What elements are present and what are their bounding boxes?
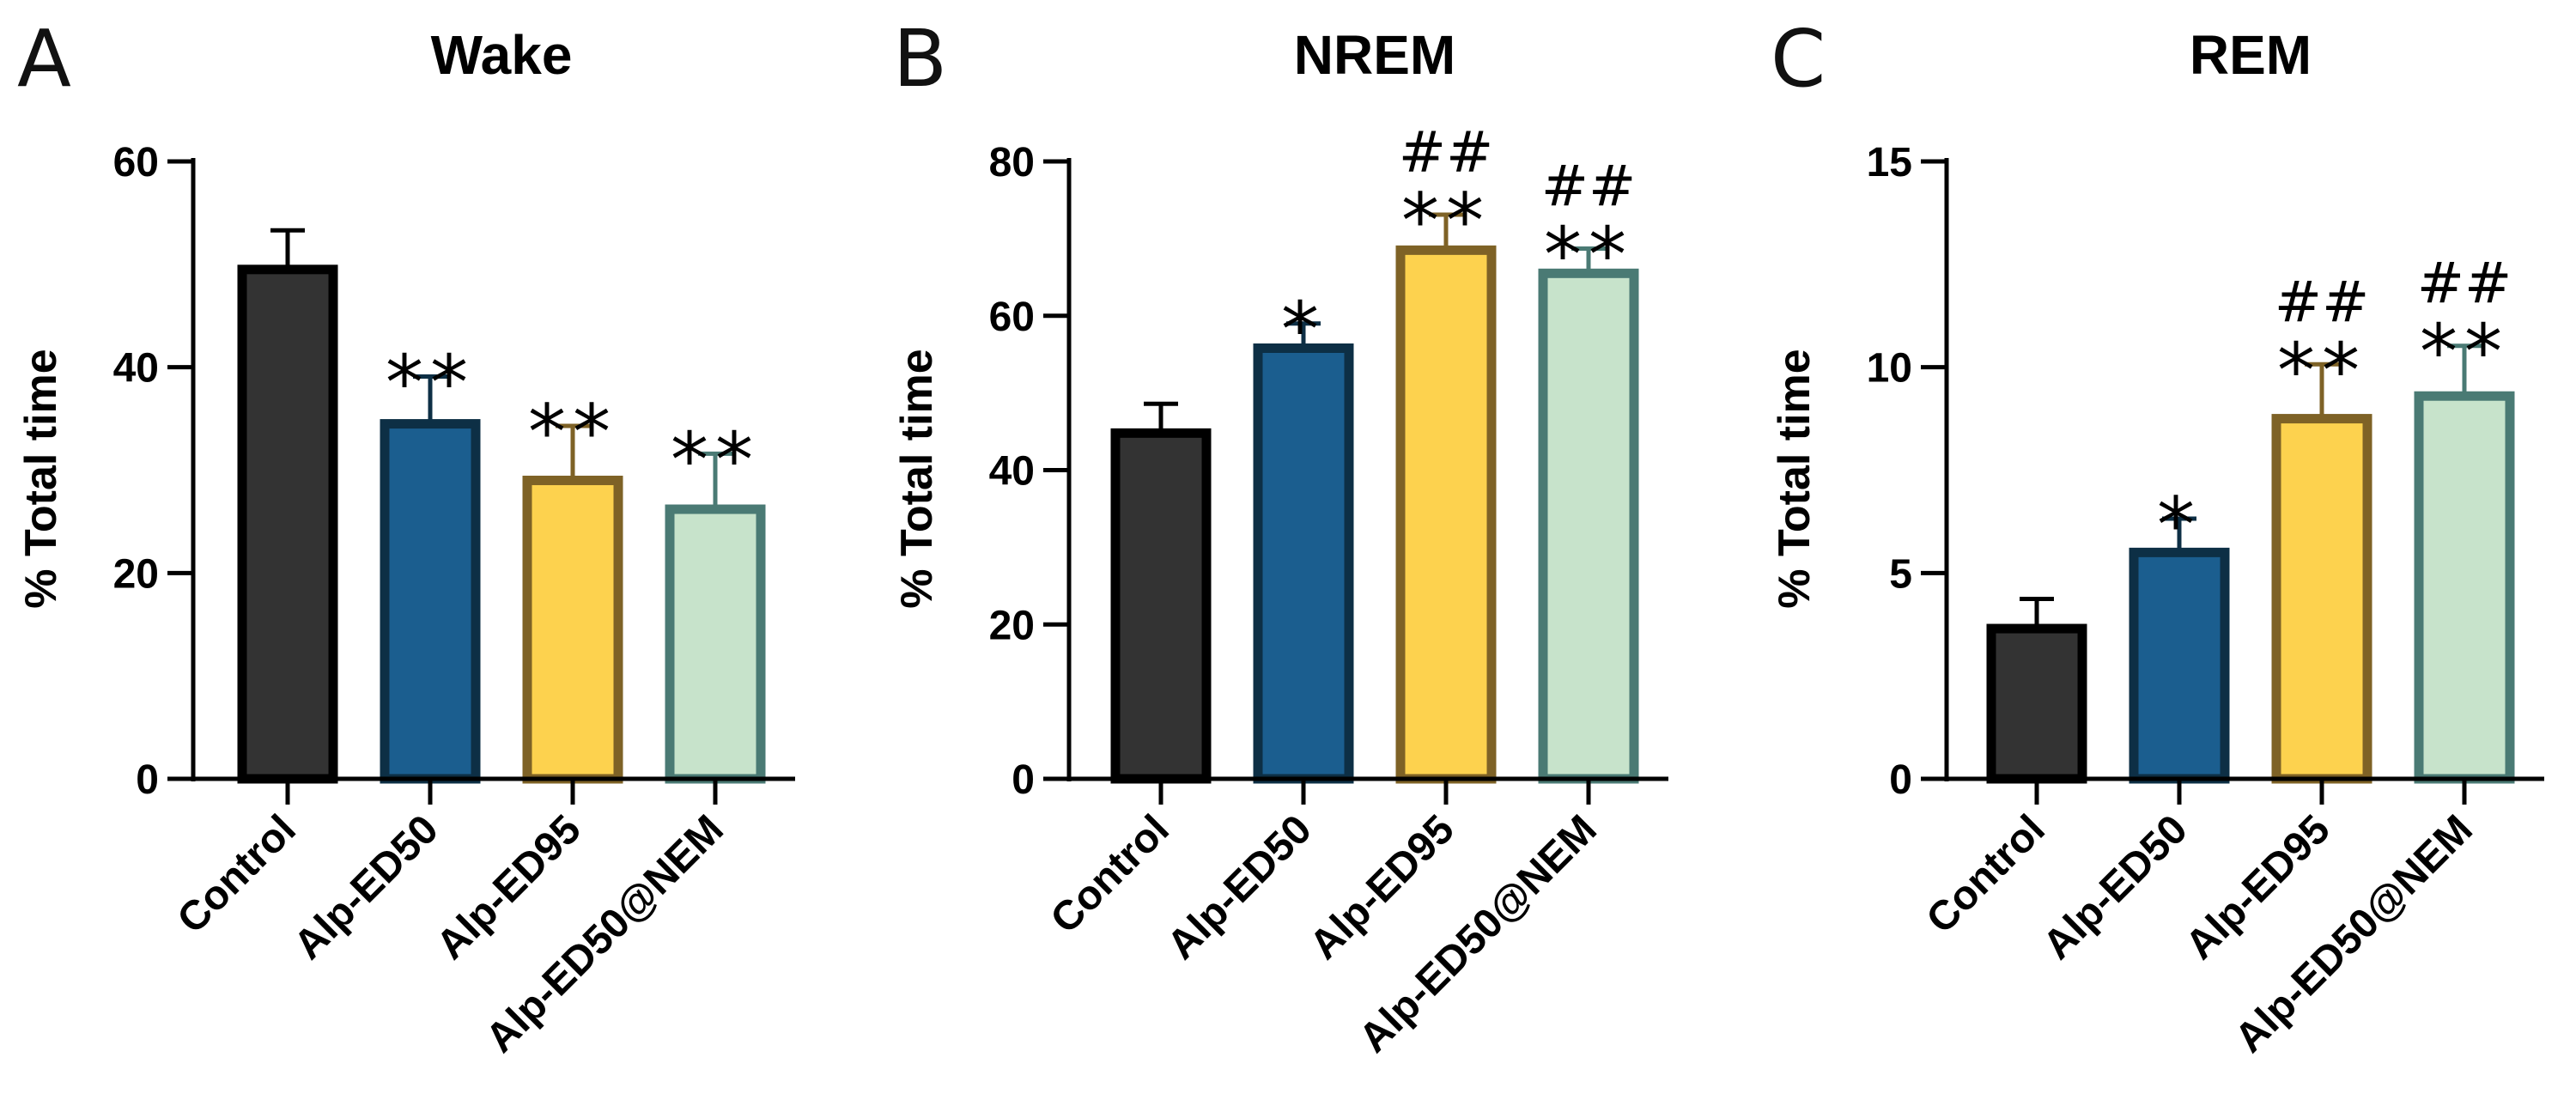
chart-title: REM [2190,24,2312,86]
significance-stars: ** [2420,308,2509,397]
significance-stars: ** [528,388,617,477]
x-tick-label: Control [169,806,305,942]
y-tick-label: 0 [136,757,159,803]
y-tick-label: 60 [113,140,159,185]
x-tick-label: Alp-ED50 [1158,806,1320,968]
panel-letter: B [893,13,947,105]
y-tick-label: 5 [1889,551,1912,597]
x-tick-label: Control [1918,806,2054,942]
bar-alp-ed50-nem [2414,391,2515,784]
chart-panel-a: A Wake% Total time **** **0204060ControlAlp… [16,13,795,1061]
y-tick-label: 40 [113,346,159,392]
bar-alp-ed95 [2271,414,2372,784]
bar-alp-ed50 [2129,547,2230,784]
bar-alp-ed50 [1253,343,1354,784]
x-tick-label: Control [1042,806,1178,942]
x-tick-label: Alp-ED50@NEM [2227,806,2482,1061]
y-axis-label: % Total time [892,349,942,608]
significance-stars: ** [2277,326,2366,415]
chart-panel-c: C REM% Total time ***##**##051015ControlAl… [1770,13,2544,1061]
significance-hashes: ## [2417,251,2512,317]
y-tick-label: 20 [989,603,1035,648]
bar-control [237,264,338,784]
bar-alp-ed50 [380,419,481,784]
x-tick-label: Alp-ED50 [285,806,447,968]
x-tick-label: Alp-ED50@NEM [1351,806,1606,1061]
bar-control [1110,428,1212,784]
y-tick-label: 40 [989,449,1035,495]
significance-hashes: ## [2275,269,2370,335]
y-tick-label: 15 [1867,140,1912,185]
significance-stars: ** [1401,177,1491,265]
bar-alp-ed95 [1395,245,1497,784]
x-tick-label: Alp-ED50@NEM [477,806,732,1061]
bar-alp-ed50-nem [1538,268,1639,784]
significance-stars: * [2157,481,2202,569]
y-tick-label: 0 [1889,757,1912,803]
panel-letter: A [17,13,71,105]
significance-hashes: ## [1399,119,1494,185]
significance-stars: ** [386,338,475,427]
bar-alp-ed95 [522,475,623,784]
y-tick-label: 20 [113,551,159,597]
y-tick-label: 60 [989,295,1035,340]
y-axis-label: % Total time [1770,349,1820,608]
y-axis-label: % Total time [16,349,66,608]
y-tick-label: 80 [989,140,1035,185]
x-tick-label: Alp-ED50 [2034,806,2196,968]
bar-control [1986,623,2087,784]
y-tick-label: 0 [1012,757,1035,803]
bar-alp-ed50-nem [665,504,766,784]
significance-stars: * [1281,286,1326,374]
chart-title: Wake [431,24,573,86]
chart-title: NREM [1294,24,1455,86]
panel-letter: C [1771,13,1826,105]
significance-stars: ** [671,416,760,504]
chart-panel-b: B NREM% Total time***##**##020406080Contr… [892,13,1668,1061]
y-tick-label: 10 [1867,346,1912,392]
significance-hashes: ## [1541,154,1637,220]
significance-stars: ** [1544,211,1633,300]
